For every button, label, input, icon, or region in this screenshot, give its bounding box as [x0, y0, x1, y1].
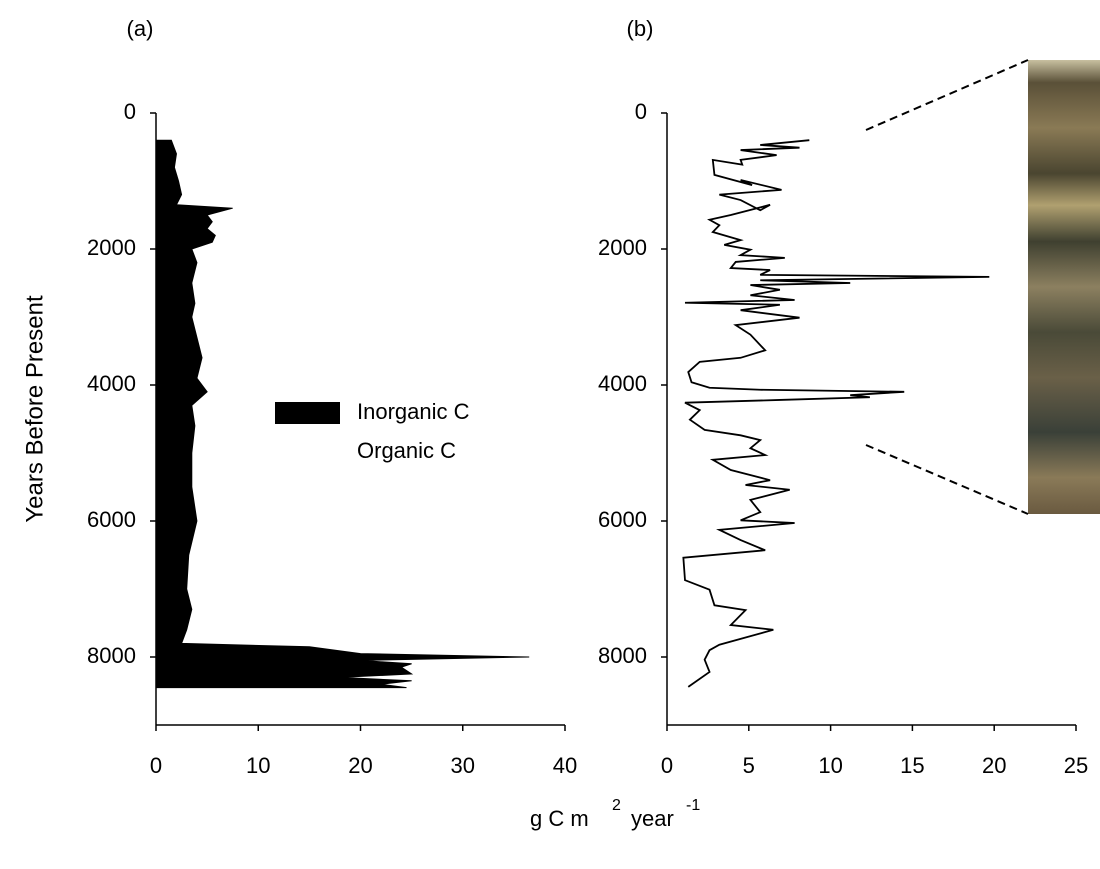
x-label-exp: -1: [686, 797, 700, 814]
x-label-unit: year: [631, 806, 674, 831]
y-tick-label: 0: [635, 99, 647, 124]
panel-label: (a): [127, 16, 154, 41]
legend-label: Inorganic C: [357, 399, 470, 424]
zoom-line: [865, 444, 1029, 515]
x-tick-label: 10: [818, 753, 842, 778]
y-tick-label: 8000: [87, 643, 136, 668]
y-tick-label: 0: [124, 99, 136, 124]
core-photo: [1028, 60, 1100, 514]
y-tick-label: 4000: [87, 371, 136, 396]
area: [155, 139, 530, 689]
y-axis-label: Years Before Present: [21, 295, 48, 523]
x-tick-label: 5: [743, 753, 755, 778]
line: [682, 139, 990, 688]
legend-swatch: [275, 441, 340, 463]
y-tick-label: 4000: [598, 371, 647, 396]
x-tick-label: 15: [900, 753, 924, 778]
x-label-exp: 2: [612, 797, 621, 814]
y-tick-label: 8000: [598, 643, 647, 668]
x-tick-label: 30: [451, 753, 475, 778]
x-axis-label: g C m 2 year -1: [530, 797, 700, 831]
zoom-line: [865, 59, 1029, 131]
y-tick-label: 2000: [598, 235, 647, 260]
y-tick-label: 2000: [87, 235, 136, 260]
legend-swatch: [275, 402, 340, 424]
y-tick-label: 6000: [598, 507, 647, 532]
panel-label: (b): [627, 16, 654, 41]
legend-label: Organic C: [357, 438, 456, 463]
x-tick-label: 25: [1064, 753, 1088, 778]
x-tick-label: 10: [246, 753, 270, 778]
x-tick-label: 20: [982, 753, 1006, 778]
x-tick-label: 0: [150, 753, 162, 778]
x-tick-label: 40: [553, 753, 577, 778]
x-label-base: g C m: [530, 806, 589, 831]
x-tick-label: 0: [661, 753, 673, 778]
y-tick-label: 6000: [87, 507, 136, 532]
x-tick-label: 20: [348, 753, 372, 778]
